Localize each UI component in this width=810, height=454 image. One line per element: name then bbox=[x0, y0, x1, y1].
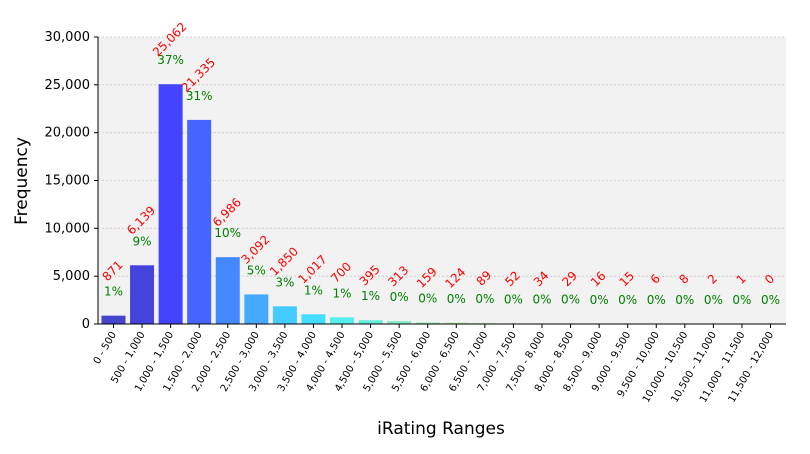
percent-label: 5% bbox=[247, 263, 266, 277]
y-tick-label: 25,000 bbox=[45, 78, 91, 93]
y-ticks: 0 5,000 10,000 15,000 20,000 25,000 30,000 bbox=[45, 30, 99, 332]
percent-label: 1% bbox=[104, 285, 123, 299]
bar bbox=[301, 314, 325, 324]
percent-label: 0% bbox=[647, 293, 666, 307]
y-tick-label: 10,000 bbox=[45, 221, 91, 236]
bar bbox=[273, 306, 297, 324]
y-tick-label: 0 bbox=[82, 317, 90, 332]
bar bbox=[101, 316, 125, 324]
percent-label: 0% bbox=[618, 293, 637, 307]
y-tick-label: 15,000 bbox=[45, 174, 91, 189]
bar bbox=[130, 265, 154, 324]
percent-label: 0% bbox=[590, 293, 609, 307]
percent-label: 0% bbox=[418, 291, 437, 305]
y-tick-label: 20,000 bbox=[45, 126, 91, 141]
x-axis-title: iRating Ranges bbox=[377, 419, 505, 439]
percent-label: 0% bbox=[447, 292, 466, 306]
bar bbox=[330, 317, 354, 324]
percent-label: 1% bbox=[332, 286, 351, 300]
bar bbox=[187, 120, 211, 324]
bar bbox=[159, 84, 183, 324]
y-axis-title: Frequency bbox=[12, 137, 32, 225]
bar bbox=[359, 320, 383, 324]
percent-label: 0% bbox=[704, 293, 723, 307]
percent-label: 0% bbox=[561, 293, 580, 307]
percent-label: 0% bbox=[504, 293, 523, 307]
percent-label: 0% bbox=[532, 293, 551, 307]
percent-label: 9% bbox=[133, 234, 152, 248]
percent-label: 0% bbox=[675, 293, 694, 307]
x-tick-label: 0 - 500 bbox=[92, 330, 119, 366]
bar bbox=[216, 257, 240, 324]
y-tick-label: 5,000 bbox=[53, 269, 90, 284]
percent-label: 0% bbox=[475, 292, 494, 306]
y-tick-label: 30,000 bbox=[45, 30, 91, 45]
percent-label: 1% bbox=[361, 289, 380, 303]
bar bbox=[244, 294, 268, 324]
percent-label: 3% bbox=[275, 275, 294, 289]
percent-label: 0% bbox=[732, 293, 751, 307]
percent-label: 0% bbox=[390, 290, 409, 304]
percent-label: 1% bbox=[304, 283, 323, 297]
percent-label: 0% bbox=[761, 293, 780, 307]
